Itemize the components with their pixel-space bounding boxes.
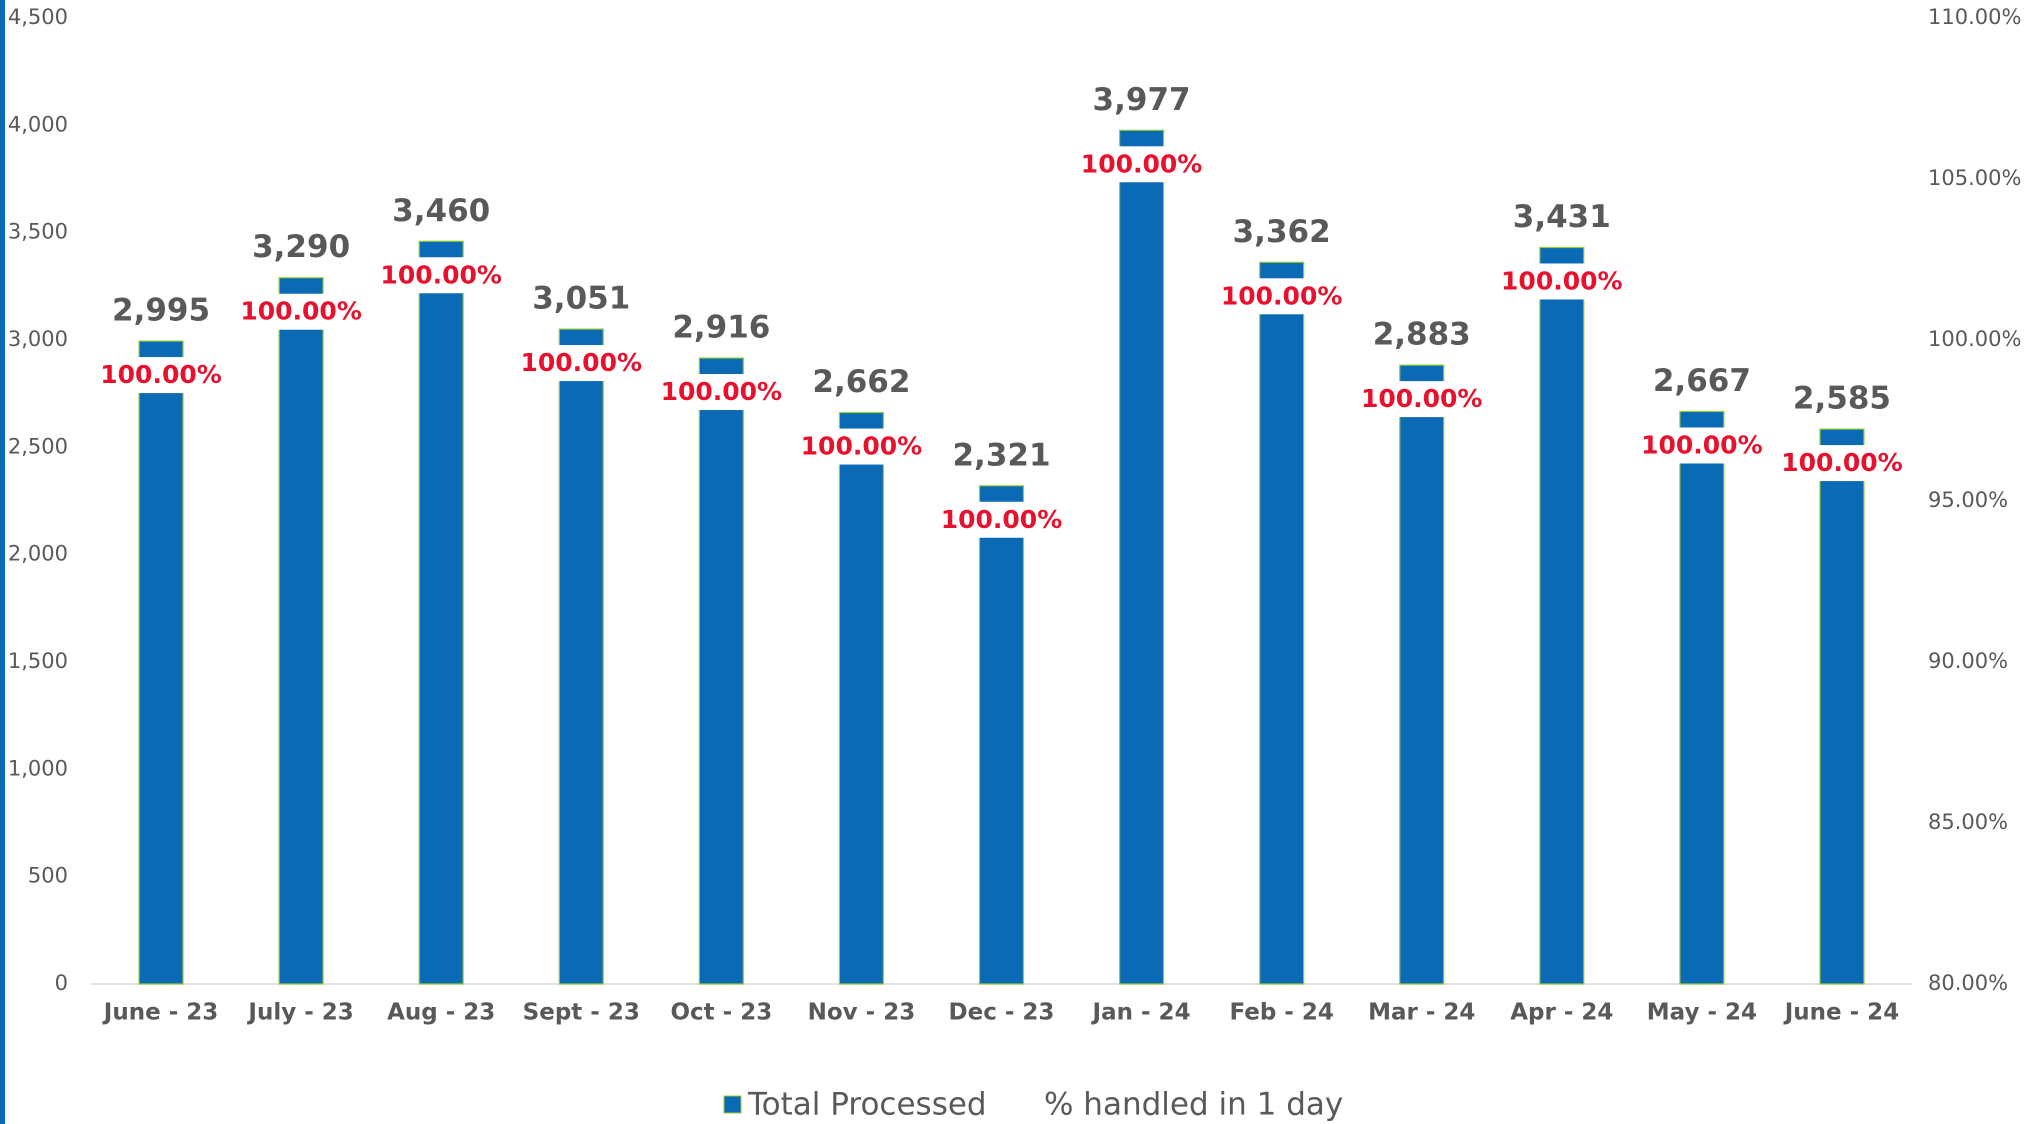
bar-value-label: 2,916 [672, 310, 770, 346]
label-background [107, 357, 216, 394]
y2-tick-label: 105.00% [1928, 166, 2021, 190]
y-tick-label: 0 [55, 971, 68, 995]
bar [838, 411, 885, 985]
label-background [947, 501, 1056, 538]
bar [978, 485, 1025, 985]
bar [698, 357, 744, 985]
percent-value-label: 100.00% [1361, 384, 1483, 413]
legend-label: % handled in 1 day [1044, 1087, 1343, 1123]
x-tick-label: Mar - 24 [1368, 1000, 1475, 1026]
percent-value-label: 100.00% [801, 432, 923, 461]
x-tick-label: Apr - 24 [1510, 1000, 1613, 1026]
label-background [1647, 427, 1756, 464]
y2-tick-label: 80.00% [1928, 971, 2008, 995]
label-background [1087, 146, 1196, 183]
y-tick-label: 1,000 [8, 756, 68, 780]
y-tick-label: 4,500 [8, 5, 68, 29]
label-background [1507, 263, 1616, 300]
bar [138, 340, 184, 985]
bar-value-label: 3,431 [1513, 199, 1611, 235]
percent-value-label: 100.00% [380, 260, 502, 289]
y2-tick-label: 110.00% [1928, 5, 2021, 29]
x-tick-label: Jan - 24 [1091, 1000, 1191, 1026]
bar [1819, 428, 1865, 985]
y2-tick-label: 85.00% [1928, 810, 2008, 834]
bar [1539, 246, 1585, 985]
legend-swatch [723, 1095, 742, 1114]
x-tick-label: Aug - 23 [387, 1000, 495, 1026]
label-background [1367, 381, 1476, 418]
bar-value-label: 2,667 [1653, 363, 1751, 399]
bar [1259, 261, 1305, 985]
y-tick-label: 2,000 [8, 542, 68, 566]
y-tick-label: 4,000 [8, 112, 68, 136]
x-tick-label: July - 23 [246, 1000, 353, 1026]
bar [1118, 129, 1165, 985]
left-border [0, 0, 5, 1124]
percent-value-label: 100.00% [661, 377, 783, 406]
bar-value-label: 3,290 [252, 229, 350, 265]
percent-value-label: 100.00% [941, 505, 1063, 534]
label-background [807, 428, 916, 465]
label-background [247, 293, 356, 330]
percent-value-label: 100.00% [521, 348, 643, 377]
label-background [1787, 445, 1896, 482]
y2-tick-label: 90.00% [1928, 649, 2008, 673]
bar-value-label: 2,321 [952, 437, 1050, 473]
bar-value-label: 3,977 [1093, 82, 1191, 118]
bar-value-label: 2,585 [1793, 381, 1891, 417]
label-background [667, 374, 776, 411]
bar-value-label: 3,460 [392, 193, 490, 229]
percent-value-label: 100.00% [1221, 281, 1343, 310]
percent-value-label: 100.00% [1641, 430, 1763, 459]
bar-value-label: 2,883 [1373, 317, 1471, 353]
bar [418, 240, 464, 985]
x-tick-label: May - 24 [1647, 1000, 1757, 1026]
label-background [1227, 278, 1336, 315]
bar [1399, 364, 1445, 985]
bar-value-label: 2,662 [812, 364, 910, 400]
x-tick-label: Oct - 23 [670, 1000, 772, 1026]
bar-value-label: 3,051 [532, 281, 630, 317]
y-tick-label: 1,500 [8, 649, 68, 673]
y-tick-label: 3,000 [8, 327, 68, 351]
label-background [387, 257, 496, 294]
bar [1679, 410, 1725, 985]
percent-value-label: 100.00% [100, 360, 222, 389]
percent-value-label: 100.00% [1781, 448, 1903, 477]
y2-tick-label: 100.00% [1928, 327, 2021, 351]
bar-value-label: 3,362 [1233, 214, 1331, 250]
percent-value-label: 100.00% [1081, 149, 1203, 178]
x-tick-label: June - 24 [1783, 1000, 1899, 1026]
y-tick-label: 3,500 [8, 220, 68, 244]
x-tick-label: June - 23 [102, 1000, 218, 1026]
percent-value-label: 100.00% [240, 297, 362, 326]
x-tick-label: Nov - 23 [808, 1000, 916, 1026]
x-tick-label: Feb - 24 [1229, 1000, 1333, 1026]
y-tick-label: 500 [28, 864, 68, 888]
x-tick-label: Sept - 23 [523, 1000, 640, 1026]
bar [278, 277, 324, 985]
percent-value-label: 100.00% [1501, 266, 1623, 295]
bar [558, 328, 604, 985]
x-tick-label: Dec - 23 [949, 1000, 1055, 1026]
label-background [527, 345, 636, 382]
bar-value-label: 2,995 [112, 293, 210, 329]
legend-label: Total Processed [747, 1087, 987, 1123]
y2-tick-label: 95.00% [1928, 488, 2008, 512]
y-tick-label: 2,500 [8, 434, 68, 458]
